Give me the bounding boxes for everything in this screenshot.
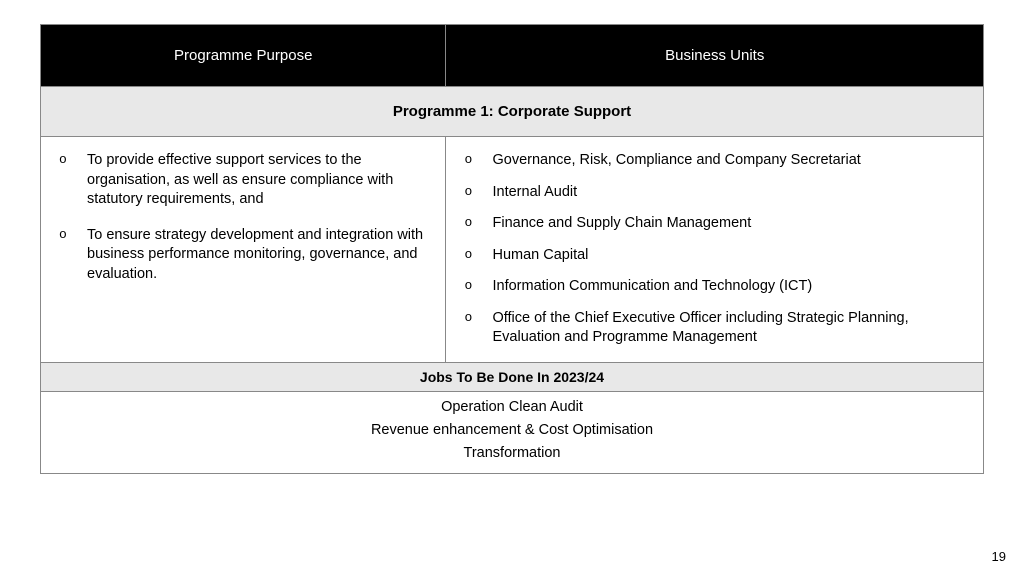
header-business-units: Business Units [446, 25, 984, 87]
jobs-row: Operation Clean AuditRevenue enhancement… [41, 391, 984, 473]
jobs-header: Jobs To Be Done In 2023/24 [41, 362, 984, 391]
purpose-item: To provide effective support services to… [59, 145, 427, 220]
programme-table: Programme Purpose Business Units Program… [40, 24, 984, 474]
business-unit-item: Governance, Risk, Compliance and Company… [464, 145, 965, 177]
header-row: Programme Purpose Business Units [41, 25, 984, 87]
programme-title-row: Programme 1: Corporate Support [41, 87, 984, 137]
purpose-item: To ensure strategy development and integ… [59, 220, 427, 295]
job-item: Revenue enhancement & Cost Optimisation [49, 419, 975, 442]
purpose-list: To provide effective support services to… [59, 145, 427, 294]
job-item: Transformation [49, 442, 975, 465]
business-unit-item: Finance and Supply Chain Management [464, 208, 965, 240]
jobs-header-row: Jobs To Be Done In 2023/24 [41, 362, 984, 391]
programme-title: Programme 1: Corporate Support [41, 87, 984, 137]
business-units-cell: Governance, Risk, Compliance and Company… [446, 137, 984, 363]
business-unit-item: Human Capital [464, 240, 965, 272]
page-number: 19 [992, 549, 1006, 564]
business-unit-item: Office of the Chief Executive Officer in… [464, 303, 965, 354]
slide-content: Programme Purpose Business Units Program… [0, 0, 1024, 474]
purpose-cell: To provide effective support services to… [41, 137, 446, 363]
jobs-cell: Operation Clean AuditRevenue enhancement… [41, 391, 984, 473]
header-purpose: Programme Purpose [41, 25, 446, 87]
job-item: Operation Clean Audit [49, 396, 975, 419]
content-row: To provide effective support services to… [41, 137, 984, 363]
business-unit-item: Internal Audit [464, 177, 965, 209]
business-units-list: Governance, Risk, Compliance and Company… [464, 145, 965, 354]
business-unit-item: Information Communication and Technology… [464, 271, 965, 303]
